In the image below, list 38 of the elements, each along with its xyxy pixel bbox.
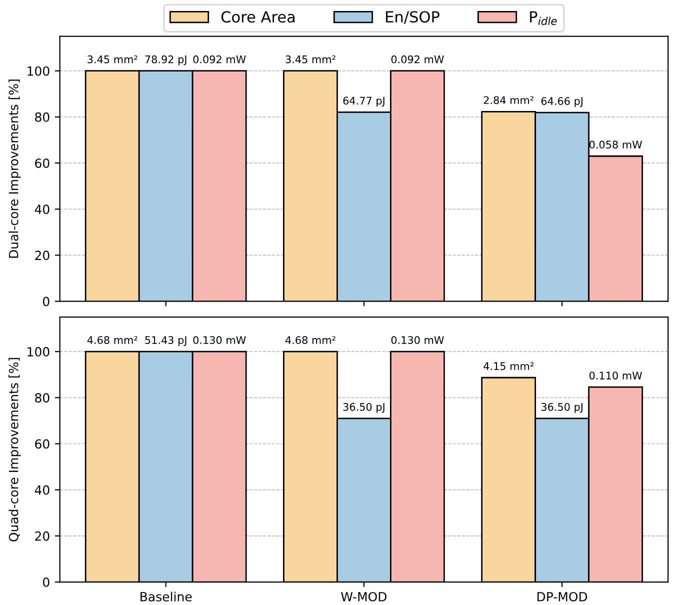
y-tick-label: 100 bbox=[28, 66, 50, 76]
legend-label: Core Area bbox=[221, 11, 295, 23]
y-tick-label: 100 bbox=[28, 347, 50, 357]
y-tick-label: 20 bbox=[35, 250, 50, 260]
y-tick-label: 60 bbox=[35, 158, 50, 168]
y-tick-label: 0 bbox=[43, 296, 50, 306]
x-tick-label: DP-MOD bbox=[537, 592, 588, 602]
y-tick-label: 20 bbox=[35, 531, 50, 541]
annotation: 0.130 mW bbox=[193, 336, 246, 344]
annotation: 0.058 mW bbox=[589, 140, 642, 149]
legend-label: P$_{idle}$ bbox=[530, 11, 557, 26]
y-tick-label: 40 bbox=[34, 485, 50, 495]
annotation: 0.092 mW bbox=[193, 55, 246, 64]
y-axis-title: Dual-core Improvements [%] bbox=[8, 80, 21, 258]
annotation: 36.50 pJ bbox=[541, 402, 582, 413]
annotation: 3.45 mm² bbox=[88, 55, 138, 64]
annotation: 2.84 mm² bbox=[484, 96, 534, 104]
y-tick-label: 80 bbox=[35, 112, 50, 122]
annotation: 64.77 pJ bbox=[343, 96, 384, 107]
annotation: 36.50 pJ bbox=[343, 402, 384, 413]
y-axis-title: Quad-core Improvements [%] bbox=[8, 358, 21, 542]
y-tick-label: 80 bbox=[35, 393, 50, 403]
y-tick-label: 40 bbox=[34, 204, 50, 214]
annotation: 3.45 mm² bbox=[286, 55, 336, 64]
x-tick-label: Baseline bbox=[140, 592, 192, 602]
y-tick-label: 60 bbox=[35, 439, 50, 449]
annotation: 4.15 mm² bbox=[484, 362, 534, 370]
annotation: 4.68 mm² bbox=[285, 336, 336, 344]
annotation: 64.66 pJ bbox=[541, 97, 582, 108]
x-tick-label: W-MOD bbox=[341, 592, 387, 602]
annotation: 0.092 mW bbox=[391, 55, 444, 64]
annotation: 51.43 pJ bbox=[145, 336, 186, 346]
legend-label: En/SOP bbox=[386, 11, 440, 24]
y-tick-label: 0 bbox=[43, 577, 50, 587]
annotation: 4.68 mm² bbox=[87, 336, 138, 344]
annotation: 0.130 mW bbox=[391, 336, 444, 344]
annotation: 0.110 mW bbox=[589, 372, 642, 380]
annotation: 78.92 pJ bbox=[145, 55, 186, 66]
